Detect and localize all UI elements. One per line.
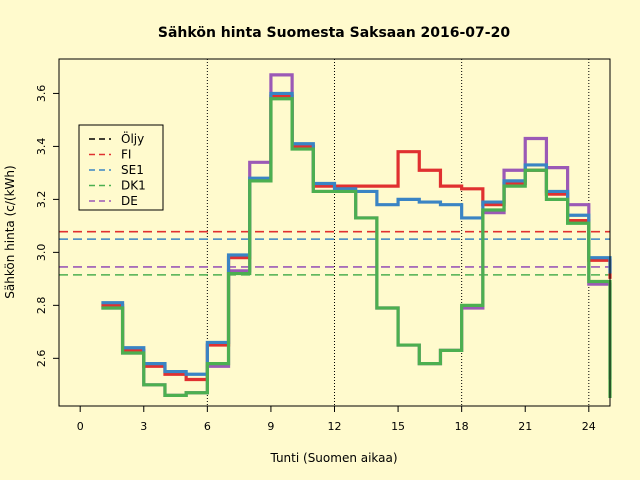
y-tick-label: 3.0 bbox=[35, 244, 48, 261]
x-tick-label: 18 bbox=[455, 420, 469, 433]
mean-lines bbox=[59, 230, 610, 276]
y-tick-label: 3.6 bbox=[35, 85, 48, 103]
x-tick-label: 0 bbox=[77, 420, 84, 433]
legend-label: Öljy bbox=[121, 130, 144, 146]
legend-label: SE1 bbox=[121, 163, 144, 177]
x-tick-label: 15 bbox=[391, 420, 405, 433]
x-tick-label: 12 bbox=[328, 420, 342, 433]
y-tick-label: 3.4 bbox=[35, 138, 48, 156]
x-tick-label: 3 bbox=[140, 420, 147, 433]
chart-title: Sähkön hinta Suomesta Saksaan 2016-07-20 bbox=[158, 25, 510, 41]
series-line bbox=[101, 97, 612, 399]
x-tick-label: 6 bbox=[204, 420, 211, 433]
vertical-guides bbox=[206, 59, 590, 406]
y-tick-label: 2.8 bbox=[35, 297, 48, 315]
x-tick-label: 9 bbox=[267, 420, 274, 433]
legend-label: FI bbox=[121, 148, 131, 162]
y-axis-title: Sähkön hinta (c/(kWh) bbox=[3, 165, 17, 298]
legend-label: DE bbox=[121, 194, 138, 208]
x-tick-label: 21 bbox=[518, 420, 532, 433]
y-tick-label: 3.2 bbox=[35, 191, 48, 209]
y-axis: 2.6 2.8 3.0 3.2 3.4 3.6 bbox=[35, 85, 59, 367]
x-axis: 0 3 6 9 12 15 18 21 24 bbox=[77, 406, 596, 433]
series-lines bbox=[101, 73, 612, 399]
y-tick-label: 2.6 bbox=[35, 350, 48, 368]
x-axis-title: Tunti (Suomen aikaa) bbox=[269, 451, 397, 465]
legend-label: DK1 bbox=[121, 179, 146, 193]
x-tick-label: 24 bbox=[582, 420, 596, 433]
